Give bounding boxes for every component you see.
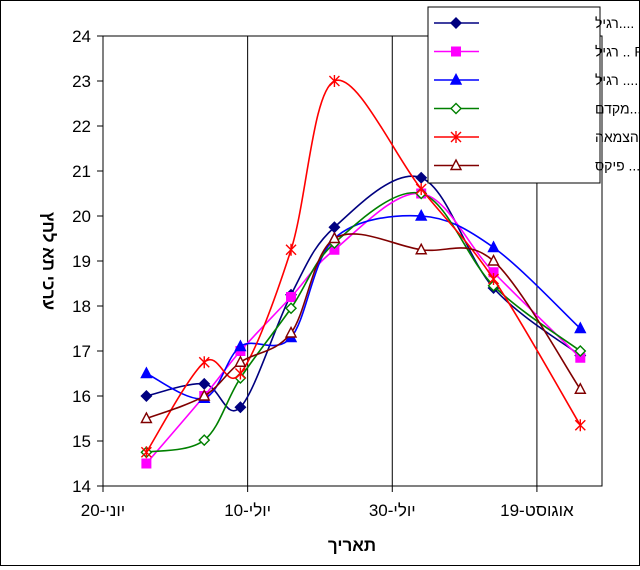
data-point: [415, 183, 427, 195]
x-axis-title: תאריך: [328, 536, 376, 555]
data-point: [328, 231, 341, 244]
legend-label: GL1...... רגיל: [595, 72, 639, 88]
data-point: [328, 75, 340, 87]
data-point: [415, 171, 428, 184]
y-tick-label: 23: [72, 72, 91, 91]
legend-label: E5+ ....מקדם: [595, 101, 639, 117]
data-point: [285, 243, 297, 256]
y-tick-label: 21: [72, 162, 91, 181]
data-point: [234, 355, 247, 367]
legend-entry-1: E5 .. ....רגיל: [434, 15, 640, 31]
data-point: [198, 377, 211, 390]
legend-label: GL1p... פיקס: [595, 158, 639, 174]
y-tick-label: 16: [72, 387, 91, 406]
legend-entry-2: P00-8 .. רגיל: [434, 44, 640, 60]
data-point: [286, 292, 297, 302]
y-tick-label: 19: [72, 252, 91, 271]
legend-marker: [450, 102, 462, 115]
data-point: [140, 446, 152, 459]
data-point: [234, 401, 247, 414]
x-tick-label: 20-יוני: [81, 501, 125, 520]
y-tick-label: 18: [72, 297, 91, 316]
y-tick-label: 22: [72, 117, 91, 136]
data-point: [234, 339, 247, 352]
legend-entry-5: GL1+ הצמאה: [434, 129, 640, 145]
legend-entry-3: GL1...... רגיל: [434, 72, 640, 88]
y-tick-label: 17: [72, 342, 91, 361]
data-point: [487, 240, 500, 253]
data-point: [140, 366, 153, 379]
data-point: [415, 208, 428, 221]
legend-marker: [450, 17, 462, 29]
legend-label: P00-8 .. רגיל: [595, 44, 639, 60]
axes: 14 15 16 17 18 19 20 21 22 23 24 20-יוני 10-יולי 30-י…: [72, 27, 574, 520]
data-point: [141, 458, 152, 469]
data-point: [487, 253, 500, 266]
legend-box: [427, 6, 601, 184]
x-tick-label: 10-יולי: [224, 501, 271, 520]
y-tick-label: 14: [72, 477, 91, 496]
y-tick-label: 20: [72, 207, 91, 226]
data-point: [198, 434, 211, 447]
data-point: [140, 390, 153, 402]
x-tick-label: 19-אוגוסט: [500, 501, 574, 520]
y-axis-title: ערכי תא לחץ: [39, 212, 58, 310]
data-point: [574, 321, 587, 334]
data-point: [140, 411, 153, 424]
data-point: [488, 273, 500, 285]
data-point: [415, 242, 428, 255]
legend-marker: [451, 46, 461, 57]
series-3: [140, 208, 587, 403]
legend-marker: [449, 72, 463, 85]
legend-marker: [449, 158, 463, 171]
series-6: [140, 231, 587, 424]
data-point: [284, 325, 298, 338]
legend-marker: [450, 131, 462, 143]
legend-label: E5 .. ....רגיל: [595, 15, 639, 31]
legend: E5 .. ....רגיל P00-8 .. רגיל GL1...... רגי…: [427, 6, 640, 184]
y-tick-label: 15: [72, 432, 91, 451]
data-point: [198, 388, 211, 401]
data-point: [285, 302, 298, 315]
data-point: [574, 345, 587, 357]
series-5: [140, 75, 586, 459]
legend-entry-6: GL1p... פיקס: [434, 158, 640, 174]
data-point: [198, 356, 210, 369]
data-point: [234, 367, 246, 380]
data-point: [574, 419, 586, 432]
series-layer: [140, 75, 587, 469]
x-tick-label: 30-יולי: [369, 501, 416, 520]
y-tick-label: 24: [72, 27, 91, 46]
data-point: [574, 382, 587, 394]
legend-entry-4: E5+ ....מקדם: [434, 101, 640, 117]
legend-label: GL1+ הצמאה: [595, 129, 639, 145]
